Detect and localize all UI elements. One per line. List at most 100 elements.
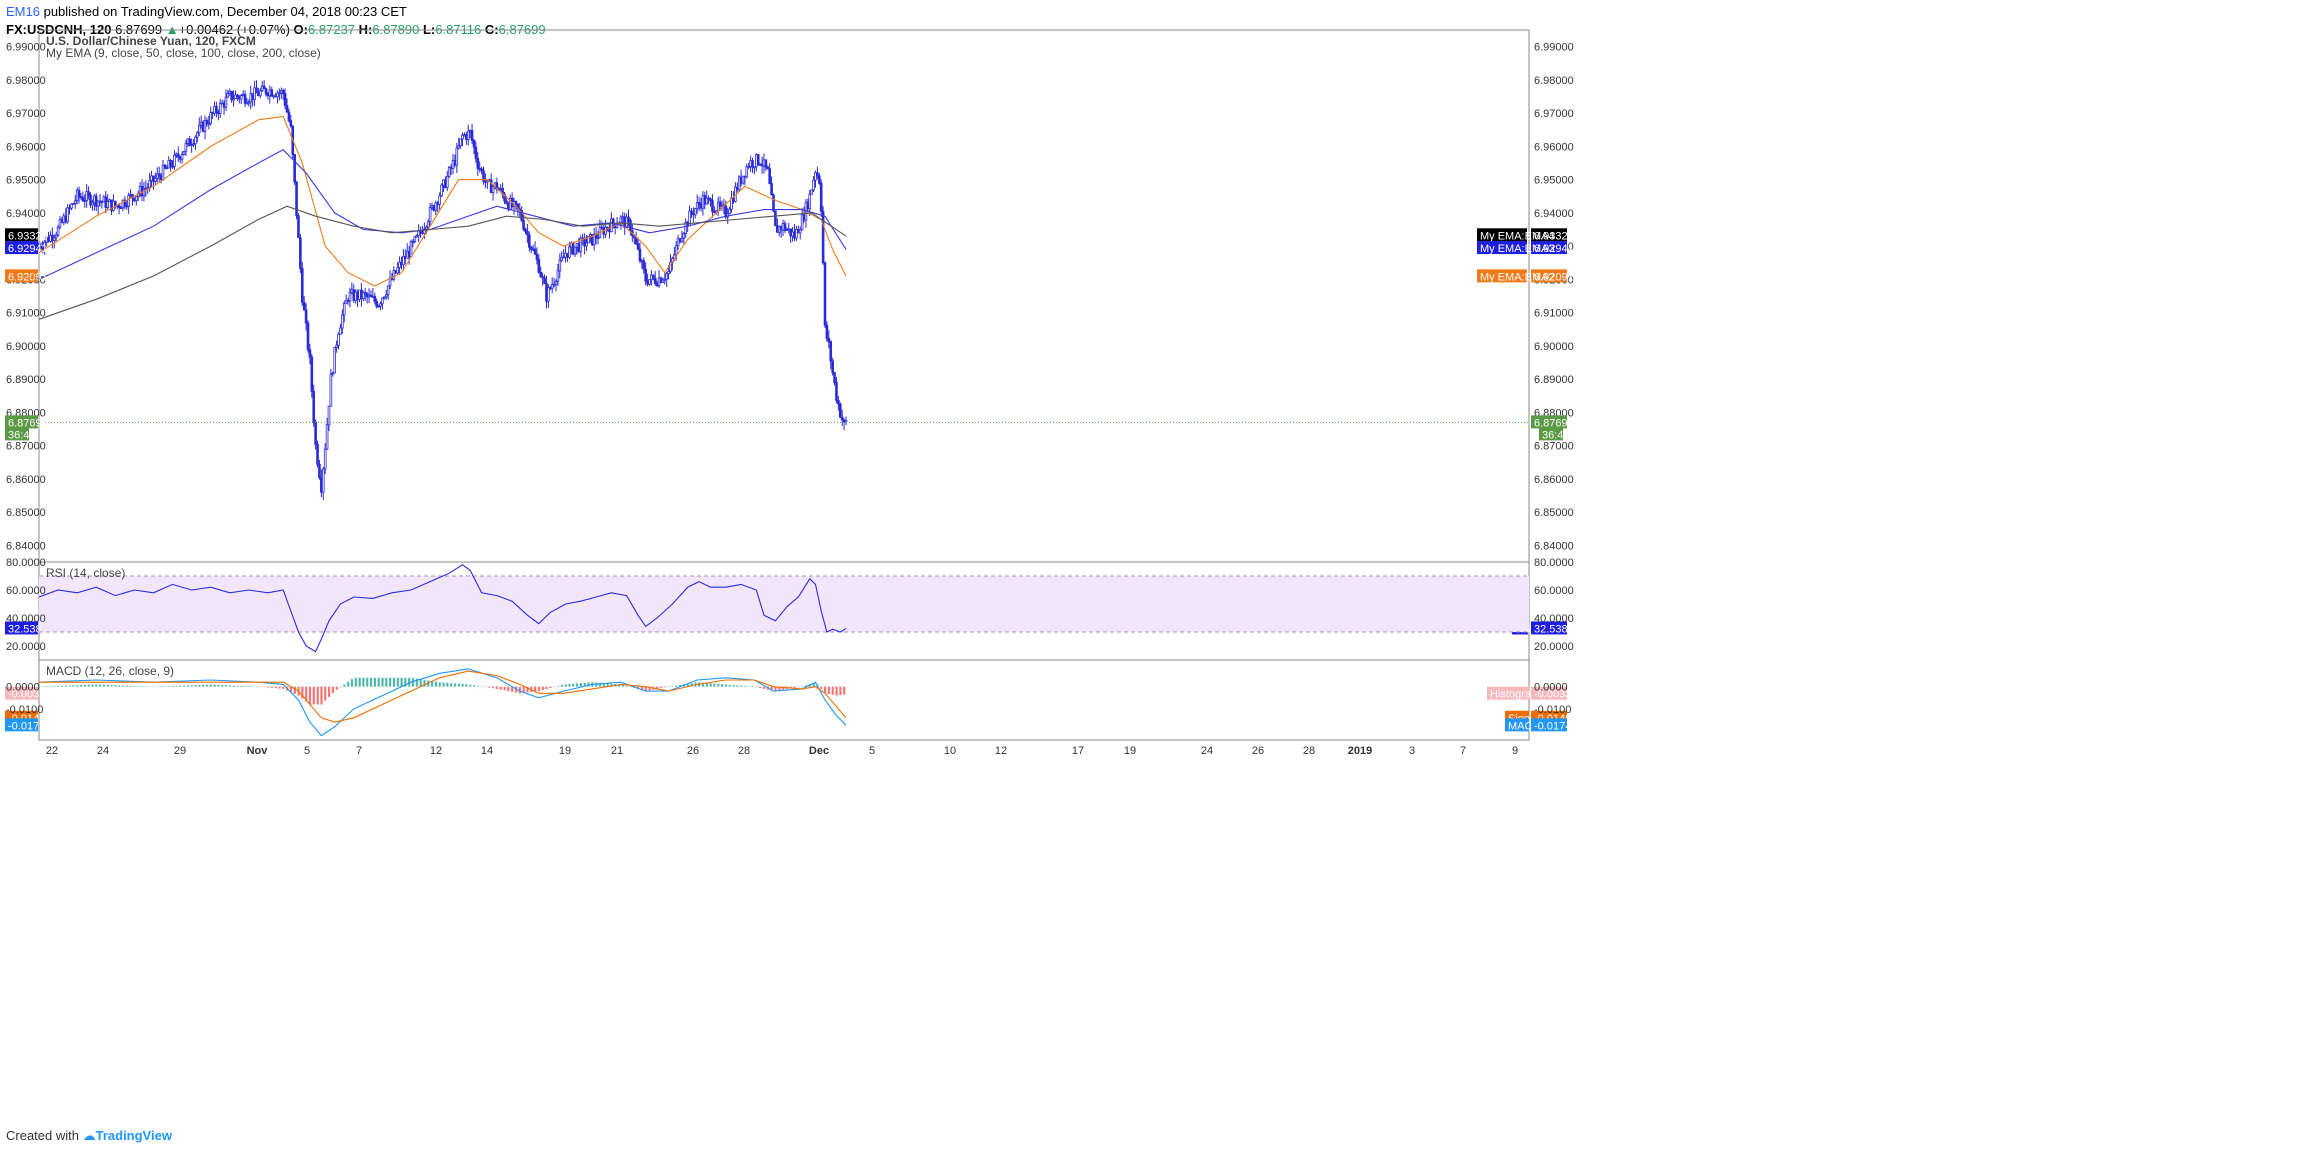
ema-name-tag-bg xyxy=(1477,269,1527,283)
candle-body xyxy=(91,202,94,206)
rsi-tick-right: 40.0000 xyxy=(1534,613,1574,625)
x-axis-tick: 21 xyxy=(611,745,623,757)
price-tick-right: 6.87000 xyxy=(1534,441,1574,453)
price-tick-left: 6.97000 xyxy=(6,108,46,120)
candle-body xyxy=(70,203,73,209)
candle-body xyxy=(192,143,195,146)
macd-histogram-bar xyxy=(129,685,132,687)
candle-body xyxy=(89,194,92,206)
candle-body xyxy=(587,236,590,244)
candle-body xyxy=(73,200,77,204)
candle-body xyxy=(543,277,546,284)
candle-body xyxy=(413,236,417,242)
macd-histogram-bar xyxy=(659,686,663,689)
macd-histogram-bar xyxy=(244,686,247,687)
candle-body xyxy=(695,202,699,210)
macd-histogram-bar xyxy=(656,686,659,689)
candle-body xyxy=(409,241,413,257)
candle-body xyxy=(386,285,390,296)
candle-body xyxy=(259,90,262,97)
candle-body xyxy=(705,197,709,205)
macd-histogram-bar xyxy=(194,685,197,687)
macd-histogram-bar xyxy=(759,686,762,688)
candle-body xyxy=(711,200,714,212)
candle-body xyxy=(434,202,438,211)
macd-histogram-bar xyxy=(774,686,777,691)
macd-histogram-bar xyxy=(171,685,174,687)
macd-histogram-bar xyxy=(411,678,415,687)
candle-body xyxy=(466,130,470,140)
macd-histogram-bar xyxy=(385,677,388,687)
macd-histogram-bar xyxy=(373,677,376,687)
macd-histogram-bar xyxy=(179,685,182,687)
ema-value-tag-right-bg xyxy=(1531,269,1567,283)
macd-histogram-bar xyxy=(629,686,632,688)
candle-body xyxy=(514,200,518,205)
author-link[interactable]: EM16 xyxy=(6,4,40,19)
candle-body xyxy=(331,372,335,375)
macd-histogram-bar xyxy=(770,686,773,691)
macd-histogram-bar xyxy=(389,677,392,687)
candle-body xyxy=(774,210,777,227)
macd-histogram-bar xyxy=(156,686,159,688)
last-price-tag-left-bg xyxy=(5,415,38,429)
price-tick-right: 6.89000 xyxy=(1534,374,1574,386)
candle-body xyxy=(831,360,834,373)
price-tick-left: 6.96000 xyxy=(6,141,46,153)
candle-body xyxy=(197,124,201,134)
candle-body xyxy=(766,166,770,170)
ema-name-tag-text: My EMA:EMA3 xyxy=(1480,243,1555,255)
macd-value-tag-right-text: -0.0174 xyxy=(1534,720,1571,732)
rsi-tick-left: 40.0000 xyxy=(6,613,46,625)
candle-body xyxy=(411,241,415,243)
candle-body xyxy=(524,228,527,232)
candle-body xyxy=(396,267,399,274)
macd-histogram-bar xyxy=(499,686,502,690)
ema-value-tag-left-text: 6.93326 xyxy=(8,230,48,242)
macd-histogram-bar xyxy=(289,686,293,693)
macd-histogram-bar xyxy=(53,686,56,687)
candle-body xyxy=(579,237,583,252)
candle-body xyxy=(636,243,640,250)
macd-title: MACD (12, 26, close, 9) xyxy=(46,664,174,678)
candle-body xyxy=(800,214,804,231)
candle-body xyxy=(157,173,161,177)
price-tick-right: 6.94000 xyxy=(1534,208,1574,220)
candle-body xyxy=(827,337,831,343)
macd-histogram-bar xyxy=(526,686,529,693)
candle-body xyxy=(663,278,667,281)
macd-histogram-bar xyxy=(457,683,460,687)
macd-histogram-bar xyxy=(137,686,140,687)
macd-histogram-bar xyxy=(415,678,418,687)
candle-body xyxy=(728,208,731,215)
candle-body xyxy=(375,300,378,307)
candle-body xyxy=(316,444,319,465)
candle-body xyxy=(283,93,287,106)
publish-line: EM16 published on TradingView.com, Decem… xyxy=(6,3,546,21)
macd-histogram-bar xyxy=(125,685,128,687)
ema-line-2 xyxy=(38,115,847,287)
macd-histogram-bar xyxy=(793,686,796,688)
macd-histogram-bar xyxy=(335,686,338,690)
candle-body xyxy=(85,191,88,202)
ema-name-tag: My EMA:EMA2 xyxy=(1477,269,1555,283)
candle-body xyxy=(814,172,817,181)
ema-value-tag-right-text: 6.93326 xyxy=(1534,230,1574,242)
candle-body xyxy=(751,160,754,168)
candle-body xyxy=(583,237,586,247)
candle-body xyxy=(325,424,329,450)
chart-subtitle: My EMA (9, close, 50, close, 100, close,… xyxy=(46,46,321,60)
macd-histogram-bar xyxy=(419,679,422,687)
macd-histogram-bar xyxy=(717,683,720,687)
tradingview-brand[interactable]: TradingView xyxy=(95,1128,172,1143)
rsi-value-tag-right-bg xyxy=(1531,621,1567,635)
macd-histogram-bar xyxy=(121,685,125,687)
candle-body xyxy=(676,238,680,247)
countdown-tag-right-text: 36:40 xyxy=(1542,429,1570,441)
macd-histogram-bar xyxy=(186,685,190,687)
ema-name-tag: My EMA:EMA3 xyxy=(1477,241,1555,255)
macd-histogram-bar xyxy=(801,686,804,688)
candle-body xyxy=(293,154,296,183)
macd-histogram-bar xyxy=(240,685,243,687)
